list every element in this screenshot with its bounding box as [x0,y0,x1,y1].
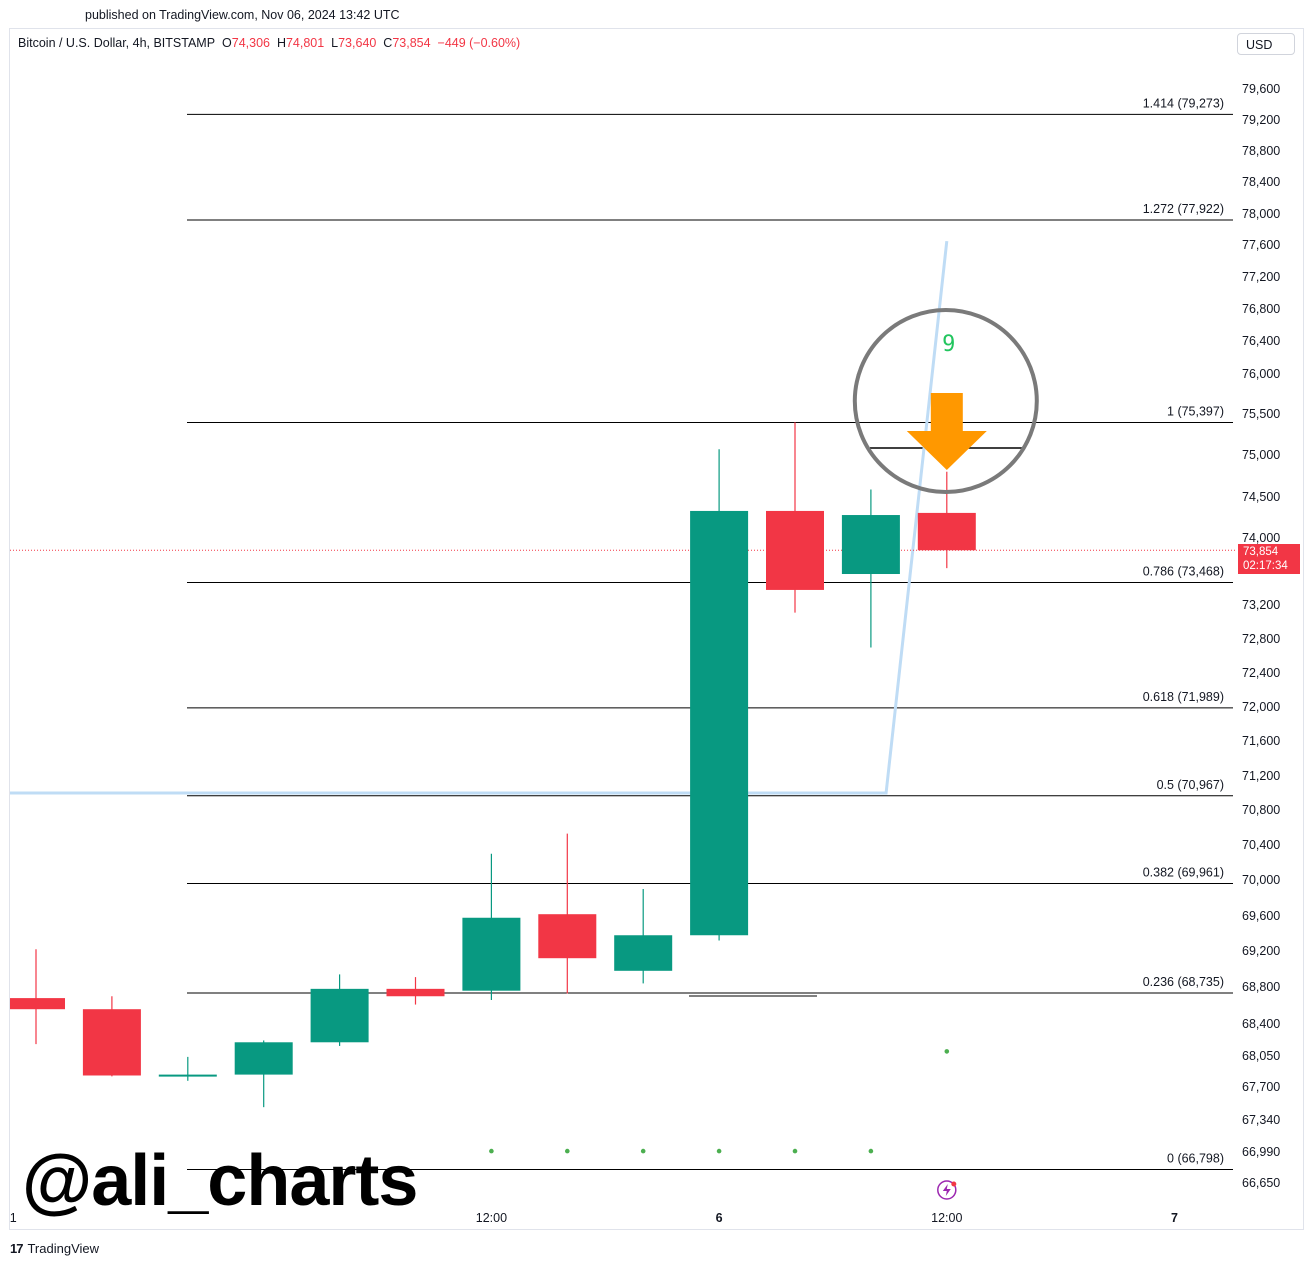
open-label: O [222,36,232,50]
fib-level-label: 0 (66,798) [1167,1152,1224,1166]
price-tick-label: 79,200 [1242,113,1280,127]
fib-level-label: 0.5 (70,967) [1157,778,1224,792]
close-value: 73,854 [392,36,431,50]
time-tick-label: 6 [716,1211,723,1225]
setup-dot [640,1148,646,1154]
published-caption: published on TradingView.com, Nov 06, 20… [85,8,400,22]
high-value: 74,801 [285,36,325,50]
symbol-legend[interactable]: Bitcoin / U.S. Dollar, 4h, BITSTAMP O74,… [18,36,520,50]
price-tick-label: 72,800 [1242,632,1280,646]
low-label: L [331,36,339,50]
price-tick-label: 70,000 [1242,873,1280,887]
price-tick-label: 76,000 [1242,367,1280,381]
price-tick-label: 66,650 [1242,1176,1280,1190]
price-tick-label: 74,500 [1242,490,1280,504]
moving-average-line [10,240,949,795]
currency-button[interactable]: USD [1237,33,1295,55]
price-tick-label: 69,200 [1242,944,1280,958]
setup-dot [944,1049,950,1054]
tradingview-logo[interactable]: 17 TradingView [10,1241,99,1256]
candle-body [82,1009,141,1076]
candle-body [690,510,749,936]
candle-body [386,988,445,997]
candle-body [614,935,673,971]
price-tick-label: 71,200 [1242,769,1280,783]
last-price-tag: 73,854 02:17:34 [1238,544,1300,574]
candle-body [917,512,976,551]
price-tick-label: 78,000 [1242,207,1280,221]
candle-body [841,515,900,575]
price-tick-label: 71,600 [1242,734,1280,748]
candle-body [462,917,521,991]
time-tick-label: 1 [10,1211,17,1225]
price-tick-label: 72,000 [1242,700,1280,714]
symbol-name[interactable]: Bitcoin / U.S. Dollar, 4h, BITSTAMP [18,36,216,50]
event-badge-icon [951,1181,957,1187]
sequential-count-label: 9 [942,332,955,357]
setup-dot [716,1148,722,1154]
price-tick-label: 73,200 [1242,598,1280,612]
time-tick-label: 12:00 [931,1211,962,1225]
price-tick-label: 79,600 [1242,82,1280,96]
candle-body [10,998,65,1010]
time-tick-label: 12:00 [476,1211,507,1225]
price-tick-label: 76,400 [1242,334,1280,348]
price-tick-label: 78,400 [1242,175,1280,189]
price-tick-label: 75,500 [1242,407,1280,421]
tradingview-mark-icon: 17 [10,1241,24,1256]
price-tick-label: 77,600 [1242,238,1280,252]
price-tick-label: 75,000 [1242,448,1280,462]
candle-body [538,914,597,959]
candle-body [234,1042,293,1075]
price-tick-label: 72,400 [1242,666,1280,680]
change-value: −449 (−0.60%) [437,36,521,50]
last-price: 73,854 [1243,546,1279,558]
highlight-circle [852,308,1039,494]
fib-level-label: 0.382 (69,961) [1143,866,1224,880]
price-tick-label: 68,400 [1242,1017,1280,1031]
price-axis: 79,600 79,200 78,800 78,400 78,000 77,600 77,2… [1242,82,1280,1190]
price-tick-label: 77,200 [1242,270,1280,284]
price-tick-label: 74,000 [1242,531,1280,545]
candle-body [158,1074,217,1077]
price-tick-label: 67,340 [1242,1113,1280,1127]
setup-dot [868,1148,874,1154]
author-watermark: @ali_charts [22,1141,418,1221]
low-value: 73,640 [338,36,377,50]
fib-level-label: 1.272 (77,922) [1143,202,1224,216]
candle-body [766,510,824,590]
price-tick-label: 68,800 [1242,980,1280,994]
price-tick-label: 76,800 [1242,302,1280,316]
price-tick-label: 67,700 [1242,1080,1280,1094]
bar-countdown: 02:17:34 [1243,560,1288,572]
tradingview-brand: TradingView [27,1241,100,1256]
fib-level-label: 0.236 (68,735) [1143,975,1224,989]
chart-frame [9,28,1304,1230]
price-tick-label: 69,600 [1242,909,1280,923]
setup-dot [565,1148,570,1154]
price-tick-label: 70,800 [1242,803,1280,817]
candle-body [310,988,369,1043]
fib-level-label: 1 (75,397) [1167,404,1224,418]
open-value: 74,306 [231,36,270,50]
high-label: H [276,36,286,50]
price-tick-label: 78,800 [1242,144,1280,158]
price-tick-label: 68,050 [1242,1049,1280,1063]
setup-dot [489,1148,494,1154]
setup-dot [792,1148,798,1154]
close-label: C [383,36,393,50]
fib-level-label: 0.618 (71,989) [1143,690,1224,704]
price-tick-label: 66,990 [1242,1145,1280,1159]
fib-level-label: 0.786 (73,468) [1143,565,1224,579]
price-tick-label: 70,400 [1242,838,1280,852]
flash-bolt-icon [942,1184,951,1196]
time-tick-label: 7 [1171,1211,1178,1225]
sell-signal-arrow-icon [906,393,987,470]
fib-level-label: 1.414 (79,273) [1143,96,1224,110]
